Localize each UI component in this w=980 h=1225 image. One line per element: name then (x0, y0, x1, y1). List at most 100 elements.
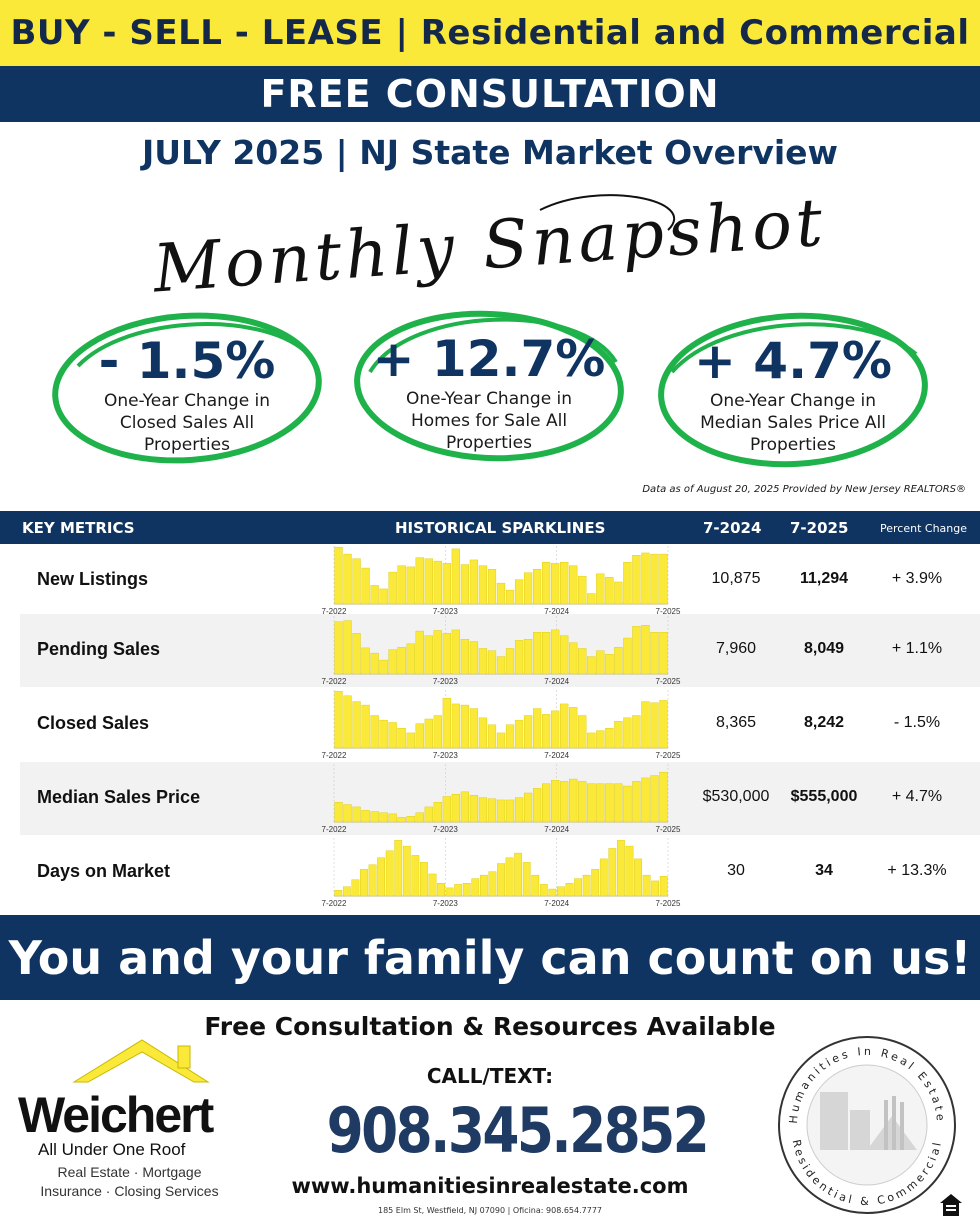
sparkline-bar (388, 571, 397, 605)
sparkline-bar (605, 728, 614, 749)
sparkline-bar (334, 890, 343, 897)
sparkline-bar (420, 862, 428, 897)
value-curr: 8,242 (803, 714, 845, 731)
call-text-label: CALL/TEXT: (426, 1064, 554, 1088)
free-consultation-text: FREE CONSULTATION (260, 72, 720, 116)
phone-number[interactable]: 908.345.2852 (326, 1094, 710, 1167)
sparkline-bar (497, 863, 505, 897)
sparkline-bar (532, 632, 542, 675)
sparkline-bar (614, 721, 623, 749)
highlight-closed-sales: - 1.5% One-Year Change in Closed Sales A… (48, 306, 326, 466)
sparkline-tick-label: 7-2025 (656, 899, 681, 908)
sparkline-bar (560, 781, 569, 823)
sparkline-bar (406, 643, 415, 675)
sparkline-bar (471, 878, 480, 897)
sparkline-bar (569, 778, 578, 823)
sparkline-bar (632, 555, 641, 605)
tagline-banner: You and your family can count on us! (0, 915, 980, 1000)
sparkline-bar (605, 783, 614, 823)
sparkline-bar (394, 840, 403, 897)
sparkline-bar (370, 585, 379, 605)
sparkline-tick-label: 7-2023 (433, 607, 458, 616)
sparkline-bar (334, 690, 343, 749)
sparkline-bar (406, 732, 415, 749)
sparkline-bar (505, 589, 515, 605)
sparkline-bar (539, 884, 548, 897)
sparkline-tick-label: 7-2022 (322, 825, 347, 834)
sparkline-bar (614, 647, 623, 675)
sparkline-bar (659, 700, 668, 749)
website-link[interactable]: www.humanitiesinrealestate.com (291, 1174, 689, 1198)
highlight-line: Properties (144, 435, 230, 455)
sparkline-bar (397, 817, 406, 823)
sparkline-bar (557, 886, 565, 897)
sparkline-bar (578, 648, 587, 675)
sparkline-bar (514, 640, 524, 675)
sparkline-bar (569, 565, 578, 605)
header-key-metrics: KEY METRICS (22, 519, 135, 537)
sparkline-bar (469, 708, 479, 749)
highlight-line: One-Year Change in (405, 389, 573, 409)
header-percent-change: Percent Change (880, 522, 968, 535)
sparkline-bar (523, 715, 533, 749)
sparkline-bar (352, 701, 361, 749)
sparkline-bar (334, 546, 343, 605)
highlight-line: One-Year Change in (103, 391, 271, 411)
sparkline-bar (343, 553, 352, 605)
sparkline-bar (478, 565, 488, 605)
sparkline-tick-label: 7-2024 (544, 899, 569, 908)
sparkline-tick-label: 7-2024 (544, 825, 569, 834)
sparkline-bar (596, 650, 605, 675)
sparkline-tick-label: 7-2022 (322, 607, 347, 616)
sparkline-bar (623, 785, 632, 823)
highlight-value: - 1.5% (98, 332, 276, 390)
sparkline-bar (388, 649, 397, 675)
sparkline-bar (424, 806, 433, 823)
sparkline-tick-label: 7-2025 (656, 825, 681, 834)
sparkline-bar (641, 701, 650, 749)
sparkline-bar (496, 656, 506, 675)
sparkline-bar (442, 697, 451, 749)
free-consultation-banner: FREE CONSULTATION (0, 66, 980, 122)
sparkline-bar (487, 724, 497, 749)
sparkline-bar (361, 647, 370, 675)
sparkline-bar (334, 802, 343, 823)
sparkline-bar (548, 888, 557, 897)
tagline-text: You and your family can count on us! (8, 930, 972, 985)
sparkline-bar (451, 548, 460, 605)
sparkline-bar (424, 558, 433, 605)
sparkline-bar (505, 648, 515, 675)
sparkline-bar (496, 582, 506, 605)
sparkline-bar (632, 781, 641, 823)
sparkline-bar (578, 715, 587, 749)
sparkline-bar (377, 857, 385, 897)
sparkline-bar (542, 714, 551, 749)
table-row: New Listings 7-2022 7-2023 7-2024 7-2025 10… (20, 544, 980, 617)
green-circle-icon (658, 312, 928, 468)
sparkline-bar (531, 874, 540, 897)
sparkline-bar (424, 635, 433, 675)
sparkline-bar (361, 567, 370, 605)
sparkline-bar (542, 562, 551, 605)
sparkline-bar (487, 798, 497, 823)
percent-change: - 1.5% (893, 714, 941, 731)
sparkline-bar (370, 811, 379, 823)
sparkline-bar (379, 588, 388, 605)
value-prev: 8,365 (715, 714, 757, 731)
value-curr: 8,049 (803, 640, 845, 657)
sparkline-bar (641, 625, 650, 675)
sparkline-bar (605, 577, 614, 605)
highlight-median-price: + 4.7% One-Year Change in Median Sales P… (654, 308, 932, 468)
sparkline-bar (659, 553, 668, 605)
sparkline-bar (478, 717, 488, 749)
sparkline-bar (488, 871, 497, 897)
sparkline-bar (343, 695, 352, 749)
sparkline-tick-label: 7-2023 (433, 899, 458, 908)
sparkline-bar (650, 632, 659, 675)
highlight-line: Homes for Sale All (410, 411, 568, 431)
sparkline-bar (569, 642, 578, 675)
sparkline-bar (596, 783, 605, 823)
sparkline-bar (487, 569, 497, 605)
sparkline-bar (433, 630, 442, 675)
sparkline-bar (460, 639, 470, 675)
